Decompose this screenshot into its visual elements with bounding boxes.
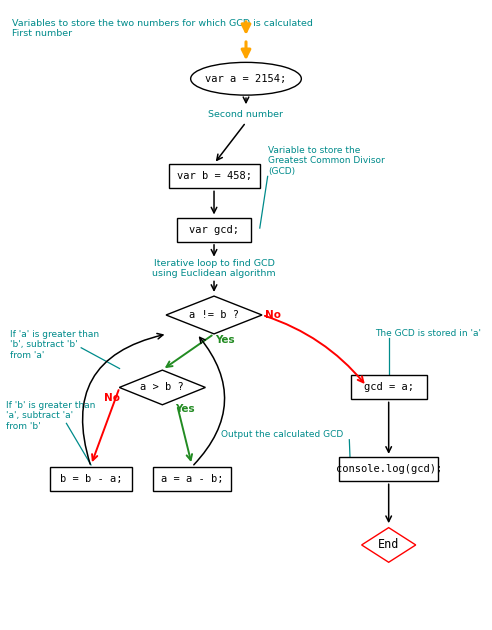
Text: Yes: Yes	[175, 404, 194, 415]
Text: Yes: Yes	[215, 335, 235, 345]
Text: var a = 2154;: var a = 2154;	[205, 74, 287, 84]
Text: a = a - b;: a = a - b;	[160, 474, 223, 484]
Text: a > b ?: a > b ?	[141, 382, 184, 392]
Polygon shape	[120, 370, 206, 405]
Text: gcd = a;: gcd = a;	[364, 382, 414, 392]
Text: Variable to store the
Greatest Common Divisor
(GCD): Variable to store the Greatest Common Di…	[268, 146, 385, 176]
Text: No: No	[104, 393, 120, 403]
Text: If 'b' is greater than
'a', subtract 'a'
from 'b': If 'b' is greater than 'a', subtract 'a'…	[6, 401, 95, 431]
Text: a != b ?: a != b ?	[189, 310, 239, 320]
FancyBboxPatch shape	[153, 467, 231, 491]
FancyBboxPatch shape	[169, 164, 260, 188]
Text: No: No	[265, 310, 281, 320]
Text: End: End	[378, 539, 400, 551]
Polygon shape	[166, 296, 262, 334]
FancyBboxPatch shape	[351, 375, 427, 399]
Text: var gcd;: var gcd;	[189, 225, 239, 235]
Text: Output the calculated GCD: Output the calculated GCD	[221, 430, 343, 439]
Polygon shape	[362, 528, 416, 562]
Text: b = b - a;: b = b - a;	[60, 474, 123, 484]
Text: Iterative loop to find GCD
using Euclidean algorithm: Iterative loop to find GCD using Euclide…	[152, 259, 276, 278]
FancyBboxPatch shape	[51, 467, 132, 491]
Ellipse shape	[191, 62, 302, 95]
Text: Variables to store the two numbers for which GCD is calculated
First number: Variables to store the two numbers for w…	[12, 19, 313, 38]
FancyBboxPatch shape	[177, 218, 251, 242]
Text: The GCD is stored in 'a': The GCD is stored in 'a'	[375, 329, 481, 338]
Text: console.log(gcd);: console.log(gcd);	[336, 464, 442, 474]
Text: var b = 458;: var b = 458;	[177, 171, 251, 181]
Text: If 'a' is greater than
'b', subtract 'b'
from 'a': If 'a' is greater than 'b', subtract 'b'…	[10, 329, 99, 360]
FancyBboxPatch shape	[339, 457, 438, 481]
Text: Second number: Second number	[209, 110, 283, 119]
